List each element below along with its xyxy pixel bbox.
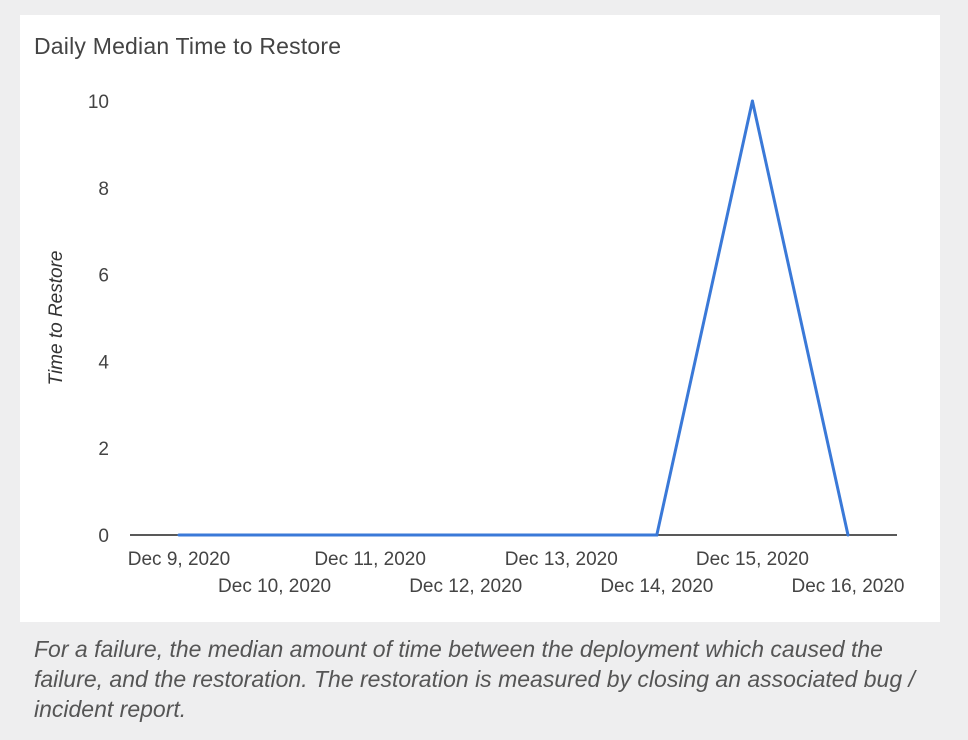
data-point xyxy=(177,533,181,537)
chart-title: Daily Median Time to Restore xyxy=(34,33,342,59)
x-tick-label: Dec 14, 2020 xyxy=(600,576,713,597)
y-tick-label: 10 xyxy=(88,92,109,113)
data-point xyxy=(655,533,659,537)
x-tick-label: Dec 11, 2020 xyxy=(314,549,426,570)
x-tick-label: Dec 9, 2020 xyxy=(128,549,230,570)
y-tick-label: 0 xyxy=(98,526,109,547)
chart-card: Daily Median Time to Restore 0 2 4 6 8 10 Time… xyxy=(20,15,940,622)
x-tick-label: Dec 10, 2020 xyxy=(218,576,331,597)
series-line xyxy=(179,100,850,537)
y-tick-label: 2 xyxy=(98,439,109,460)
x-tick-label: Dec 13, 2020 xyxy=(505,549,618,570)
x-tick-label: Dec 12, 2020 xyxy=(409,576,522,597)
y-axis-title: Time to Restore xyxy=(46,251,67,386)
y-tick-label: 6 xyxy=(98,266,109,287)
chart-caption: For a failure, the median amount of time… xyxy=(34,636,915,722)
line-chart: 0 2 4 6 8 10 Time to Restore Dec 9, 2020 Dec 10,… xyxy=(46,92,905,597)
x-tick-label: Dec 15, 2020 xyxy=(696,549,809,570)
data-point xyxy=(846,533,850,537)
data-point xyxy=(750,99,754,103)
y-tick-label: 4 xyxy=(98,352,109,373)
data-point xyxy=(464,533,468,537)
data-point xyxy=(368,533,372,537)
y-tick-label: 8 xyxy=(98,179,109,200)
x-tick-label: Dec 16, 2020 xyxy=(791,576,904,597)
data-point xyxy=(273,533,277,537)
data-point xyxy=(559,533,563,537)
